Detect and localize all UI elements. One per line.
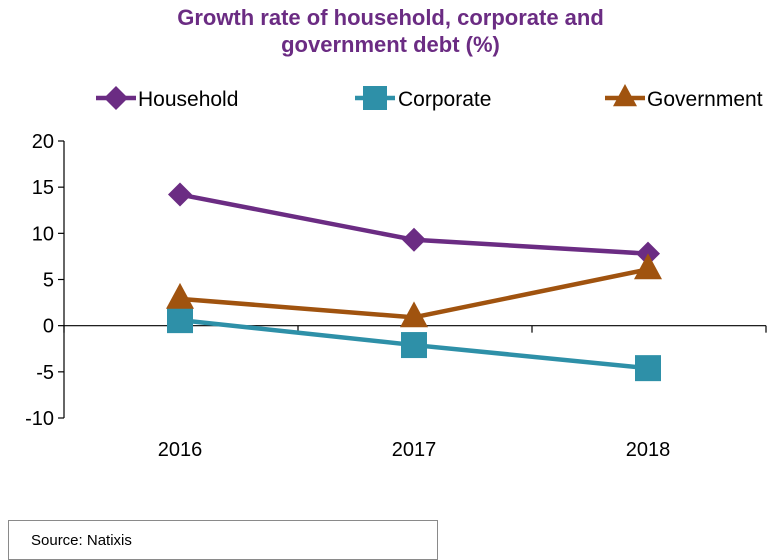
household-point [168,182,192,207]
government-point [166,282,194,309]
government-point [634,253,662,280]
x-tick-label: 2018 [626,439,671,461]
legend-corporate-marker [363,86,387,110]
y-tick-label: -5 [36,362,54,384]
legend-corporate-label: Corporate [398,88,491,111]
corporate-point [401,332,427,359]
corporate-point [167,307,193,334]
y-tick-label: 20 [32,131,54,153]
chart-title-line-2: government debt (%) [281,32,500,57]
chart-title: Growth rate of household, corporate and … [0,4,781,58]
legend-household-marker [104,86,128,110]
y-tick-label: 5 [43,270,54,292]
chart-title-line-1: Growth rate of household, corporate and [177,5,604,30]
y-tick-label: -10 [25,408,54,430]
corporate-point [635,355,661,382]
household-point [402,227,426,252]
government-point [400,301,428,328]
legend-government-label: Government [647,88,763,111]
legend-household-label: Household [138,88,238,111]
line-chart: 20 15 10 5 0 -5 -10 2016 2017 2018 Household Corpor… [25,84,767,461]
y-tick-label: 10 [32,223,54,245]
y-tick-label: 0 [43,316,54,338]
y-tick-label: 15 [32,177,54,199]
legend-government-marker [613,84,637,107]
source-text: Source: Natixis [31,532,132,549]
x-tick-label: 2016 [158,439,203,461]
source-box: Source: Natixis [8,520,438,560]
x-tick-label: 2017 [392,439,437,461]
